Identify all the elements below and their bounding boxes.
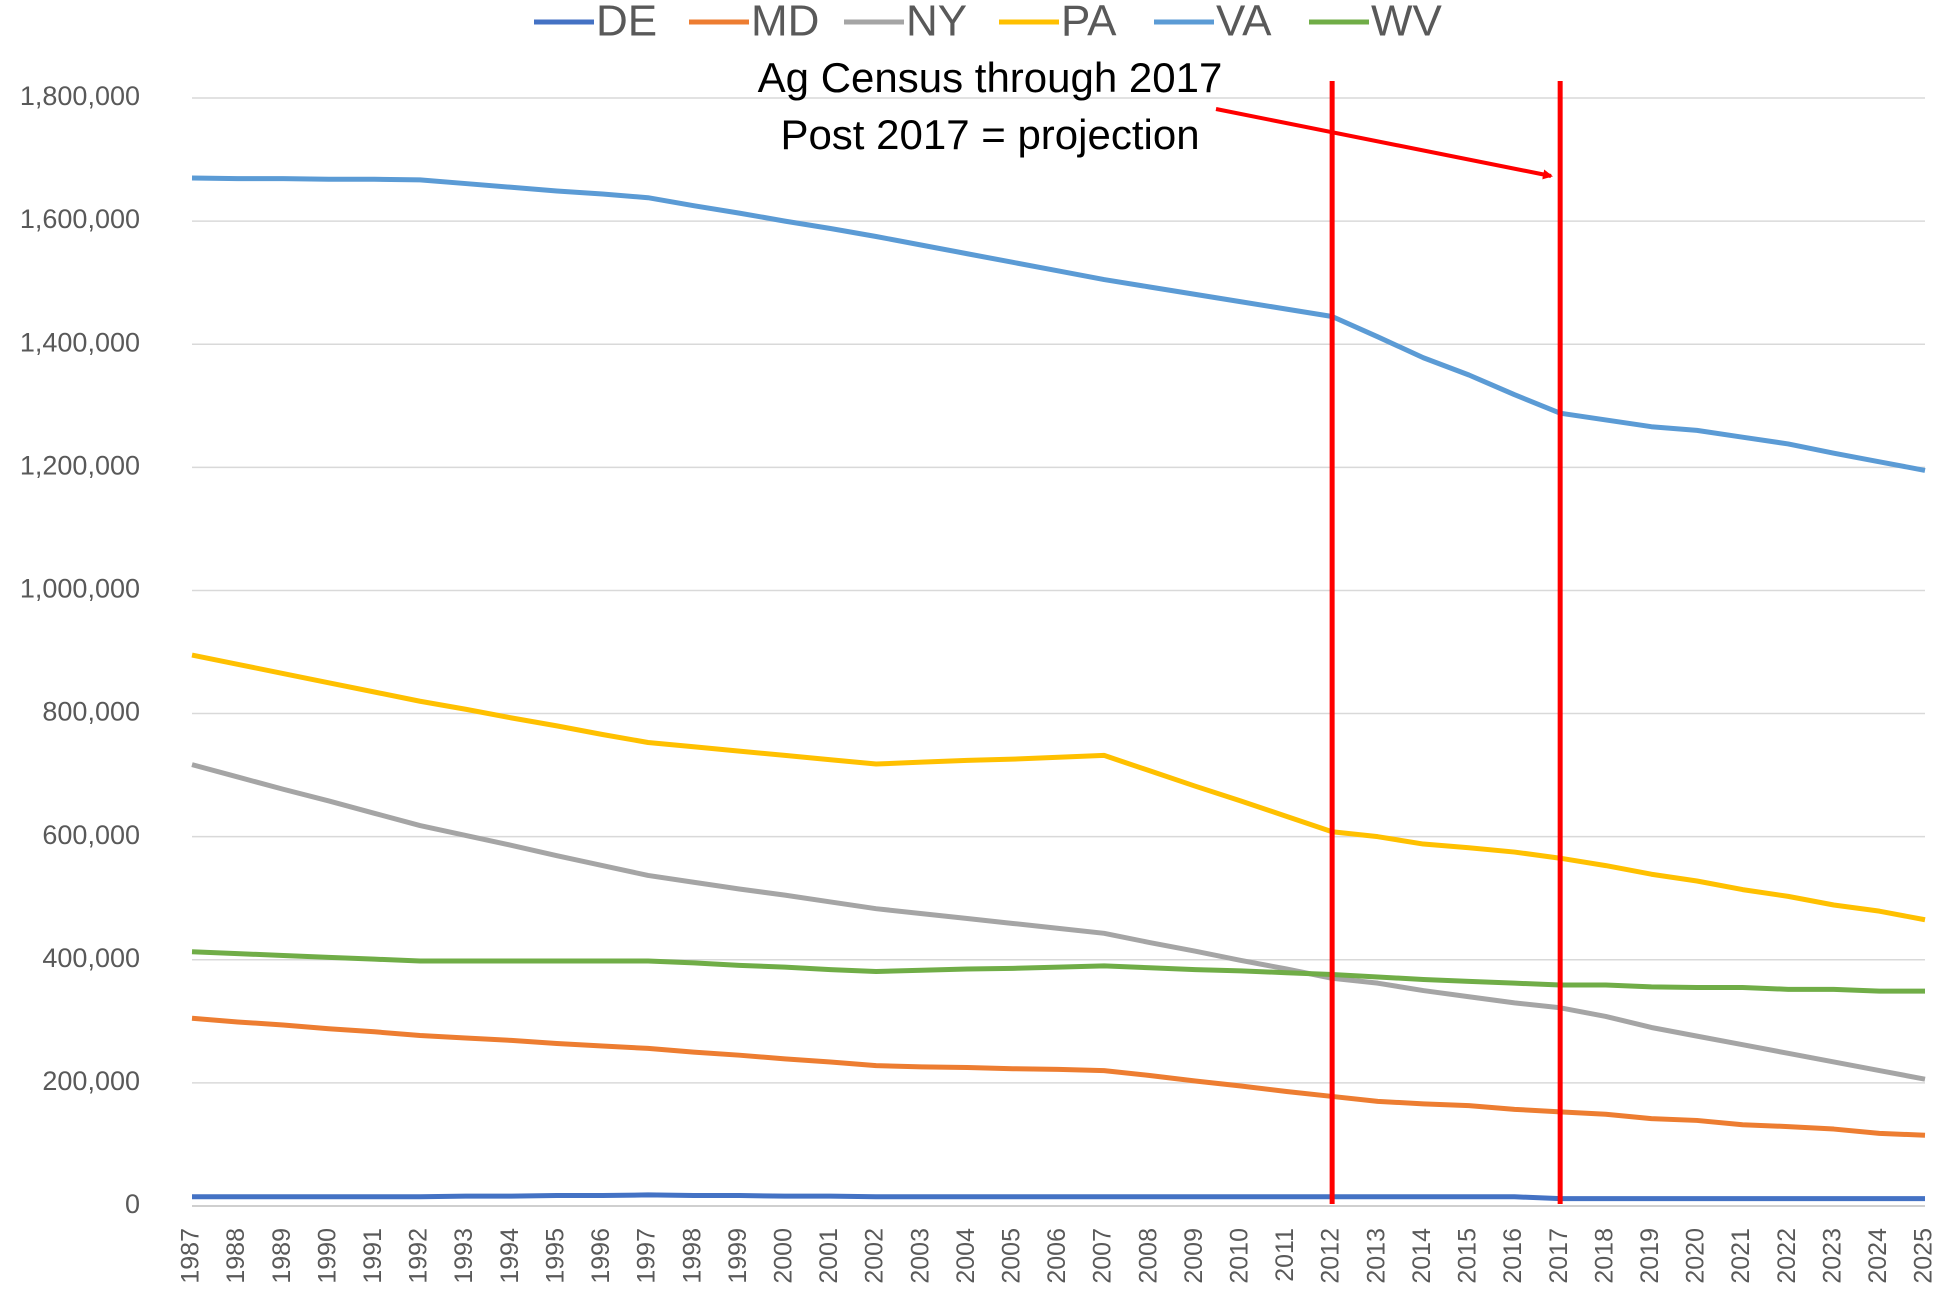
legend-label: WV (1371, 0, 1443, 46)
legend-label: MD (751, 0, 819, 46)
x-tick-label: 2019 (1636, 1228, 1664, 1284)
x-tick-label: 2015 (1454, 1228, 1482, 1284)
y-tick-label: 0 (125, 1189, 140, 1219)
x-tick-label: 2006 (1043, 1228, 1071, 1284)
y-tick-label: 1,400,000 (20, 327, 140, 357)
legend-label: DE (596, 0, 657, 46)
x-tick-label: 1992 (405, 1228, 433, 1284)
x-tick-label: 1995 (541, 1228, 569, 1284)
x-tick-label: 1999 (724, 1228, 752, 1284)
y-tick-label: 600,000 (42, 820, 140, 850)
x-tick-label: 2000 (769, 1228, 797, 1284)
x-tick-label: 1987 (177, 1228, 205, 1284)
x-tick-label: 2014 (1408, 1228, 1436, 1284)
x-tick-label: 1989 (268, 1228, 296, 1284)
x-tick-label: 2020 (1682, 1228, 1710, 1284)
y-tick-label: 200,000 (42, 1066, 140, 1096)
legend-label: PA (1061, 0, 1117, 46)
y-tick-label: 1,000,000 (20, 574, 140, 604)
series-line (191, 175, 1926, 473)
x-tick-label: 2013 (1362, 1228, 1390, 1284)
x-tick-label: 2007 (1089, 1228, 1117, 1284)
series-line (191, 762, 1926, 1082)
y-tick-label: 1,200,000 (20, 450, 140, 480)
x-tick-label: 2005 (998, 1228, 1026, 1284)
x-tick-label: 1998 (678, 1228, 706, 1284)
x-tick-label: 2023 (1818, 1228, 1846, 1284)
annotation: Post 2017 = projection (780, 111, 1199, 158)
x-tick-label: 2009 (1180, 1228, 1208, 1284)
y-tick-label: 1,600,000 (20, 204, 140, 234)
y-tick-label: 1,800,000 (20, 81, 140, 111)
x-tick-label: 2022 (1773, 1228, 1801, 1284)
x-tick-label: 2008 (1134, 1228, 1162, 1284)
annotation-arrow (1215, 107, 1553, 180)
series-line (191, 652, 1926, 923)
x-tick-label: 1993 (450, 1228, 478, 1284)
series-line (192, 1192, 1925, 1202)
x-tick-label: 2012 (1317, 1228, 1345, 1284)
x-tick-label: 2011 (1271, 1228, 1299, 1282)
x-tick-label: 2001 (815, 1228, 843, 1284)
x-tick-label: 2025 (1910, 1228, 1938, 1284)
x-tick-label: 1990 (313, 1228, 341, 1284)
series-line (191, 1015, 1926, 1138)
annotation: Ag Census through 2017 (758, 54, 1223, 101)
x-tick-label: 2016 (1499, 1228, 1527, 1284)
x-tick-label: 1994 (496, 1228, 524, 1284)
x-tick-label: 1991 (359, 1228, 387, 1284)
plot: 0 200,000 400,000 600,000 800,000 1,000,000 1,… (20, 0, 1938, 1284)
y-tick-label: 400,000 (42, 943, 140, 973)
x-tick-label: 2018 (1590, 1228, 1618, 1284)
legend-label: NY (906, 0, 967, 46)
x-tick-label: 2021 (1727, 1228, 1755, 1284)
x-tick-label: 1996 (587, 1228, 615, 1284)
series-line (191, 949, 1925, 994)
x-tick-label: 2002 (861, 1228, 889, 1284)
x-tick-label: 2004 (952, 1228, 980, 1284)
x-tick-label: 2010 (1226, 1228, 1254, 1284)
x-tick-label: 2003 (906, 1228, 934, 1284)
x-tick-label: 2017 (1545, 1228, 1573, 1284)
x-tick-label: 2024 (1864, 1228, 1892, 1284)
x-tick-label: 1988 (222, 1228, 250, 1284)
legend-label: VA (1216, 0, 1272, 46)
y-tick-label: 800,000 (42, 697, 140, 727)
x-tick-label: 1997 (633, 1228, 661, 1284)
